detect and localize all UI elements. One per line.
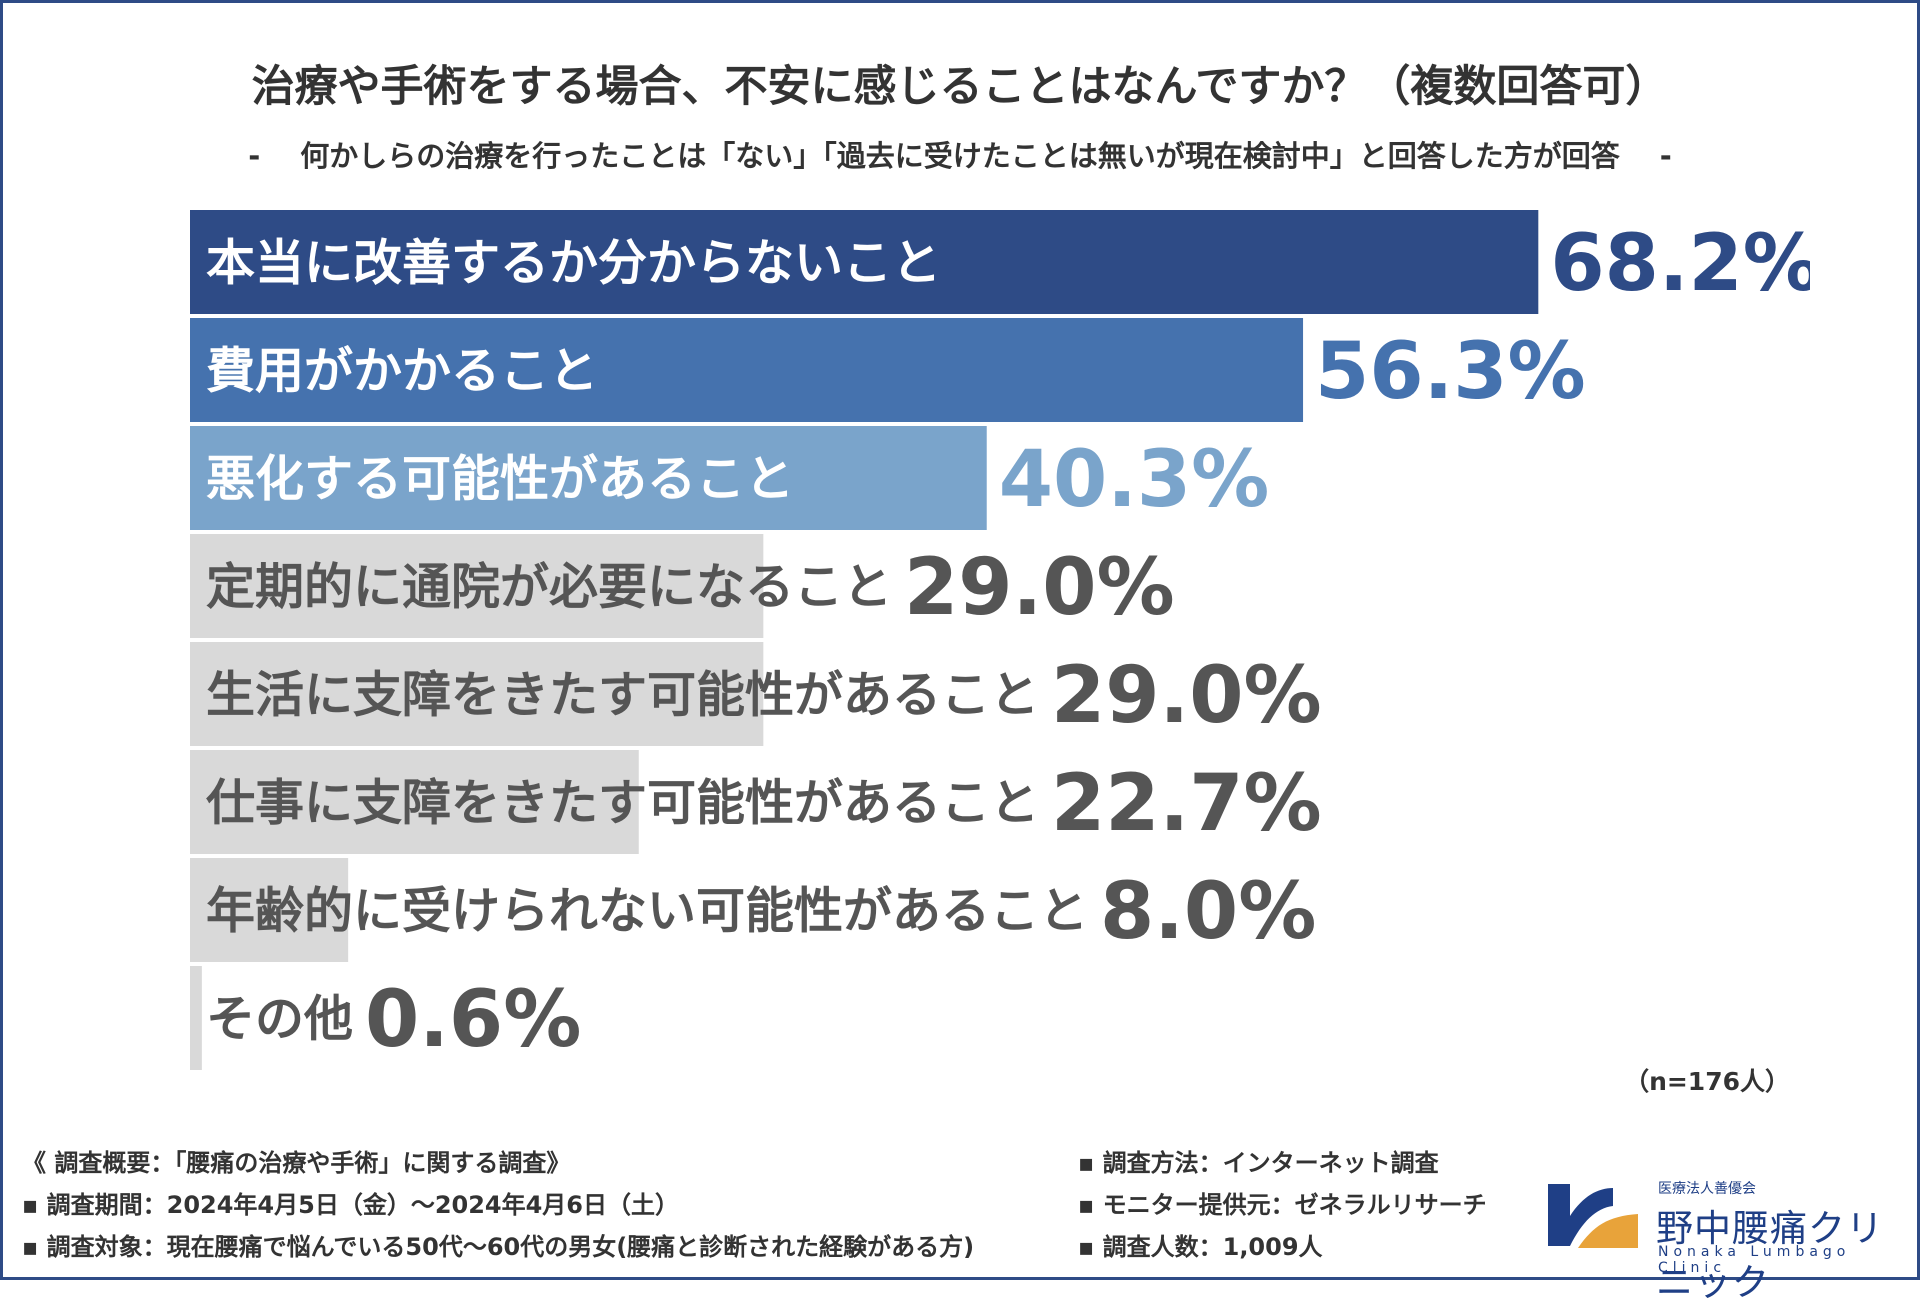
bar-value-2: 56.3% (1315, 327, 1586, 417)
bar-label-2: 費用がかかること (206, 343, 598, 400)
sample-size-note: （n=176人） (1624, 1067, 1790, 1096)
chart-subtitle: - 何かしらの治療を行ったことは「ない」「過去に受けたことは無いが現在検討中」と回… (0, 133, 1920, 175)
bar-label-1: 本当に改善するか分からないこと (206, 235, 941, 292)
survey-line: ▪ 調査人数：1,009人 (1078, 1233, 1323, 1261)
bar-value-3: 40.3% (999, 435, 1270, 525)
survey-line: ▪ モニター提供元：ゼネラルリサーチ (1078, 1191, 1487, 1219)
bar-label-8: その他 (206, 991, 353, 1048)
bar-label-5: 生活に支障をきたす可能性があること (206, 667, 1039, 724)
survey-summary-left: 《 調査概要：「腰痛の治療や手術」に関する調査》 ▪ 調査期間：2024年4月5… (22, 1142, 974, 1268)
bar-6 (190, 750, 639, 854)
bar-3 (190, 426, 987, 530)
bar-label-3: 悪化する可能性があること (206, 451, 794, 508)
bar-2 (190, 318, 1304, 422)
bar-value-8: 0.6% (365, 975, 581, 1065)
bar-label-7: 年齢的に受けられない可能性があること (206, 883, 1088, 940)
bar-label-4: 定期的に通院が必要になること (206, 559, 892, 616)
bar-chart: 本当に改善するか分からないこと 68.2% 費用がかかること 56.3% 悪化する可能性… (190, 210, 1810, 1070)
clinic-logo: 医療法人善優会 野中腰痛クリニック Nonaka Lumbago Clinic (1538, 1176, 1898, 1304)
bar-value-1: 68.2% (1550, 219, 1810, 309)
bar-7 (190, 858, 349, 962)
subtitle-dash-left: - (248, 139, 261, 173)
bar-value-7: 8.0% (1100, 867, 1316, 957)
survey-line: ▪ 調査期間：2024年4月5日（金）～2024年4月6日（土） (22, 1191, 680, 1219)
survey-summary-right: ▪ 調査方法：インターネット調査 ▪ モニター提供元：ゼネラルリサーチ ▪ 調査… (1078, 1142, 1487, 1268)
subtitle-text: 何かしらの治療を行ったことは「ない」「過去に受けたことは無いが現在検討中」と回答… (300, 139, 1620, 173)
logo-corporation: 医療法人善優会 (1658, 1181, 1756, 1197)
bar-4 (190, 534, 764, 638)
bar-value-6: 22.7% (1051, 759, 1322, 849)
bar-label-6: 仕事に支障をきたす可能性があること (206, 775, 1039, 832)
survey-line: 《 調査概要：「腰痛の治療や手術」に関する調査》 (22, 1149, 571, 1177)
logo-english-name: Nonaka Lumbago Clinic (1658, 1244, 1851, 1276)
bar-value-4: 29.0% (904, 543, 1175, 633)
subtitle-dash-right: - (1659, 139, 1672, 173)
chart-title: 治療や手術をする場合、不安に感じることはなんですか？（複数回答可） (251, 62, 1669, 112)
bar-1 (190, 210, 1539, 314)
bar-8 (190, 966, 202, 1070)
clinic-logo-mark (1548, 1184, 1638, 1248)
bar-value-5: 29.0% (1051, 651, 1322, 741)
survey-line: ▪ 調査方法：インターネット調査 (1078, 1149, 1439, 1177)
bar-5 (190, 642, 764, 746)
survey-line: ▪ 調査対象：現在腰痛で悩んでいる50代～60代の男女(腰痛と診断された経験があ… (22, 1233, 975, 1261)
